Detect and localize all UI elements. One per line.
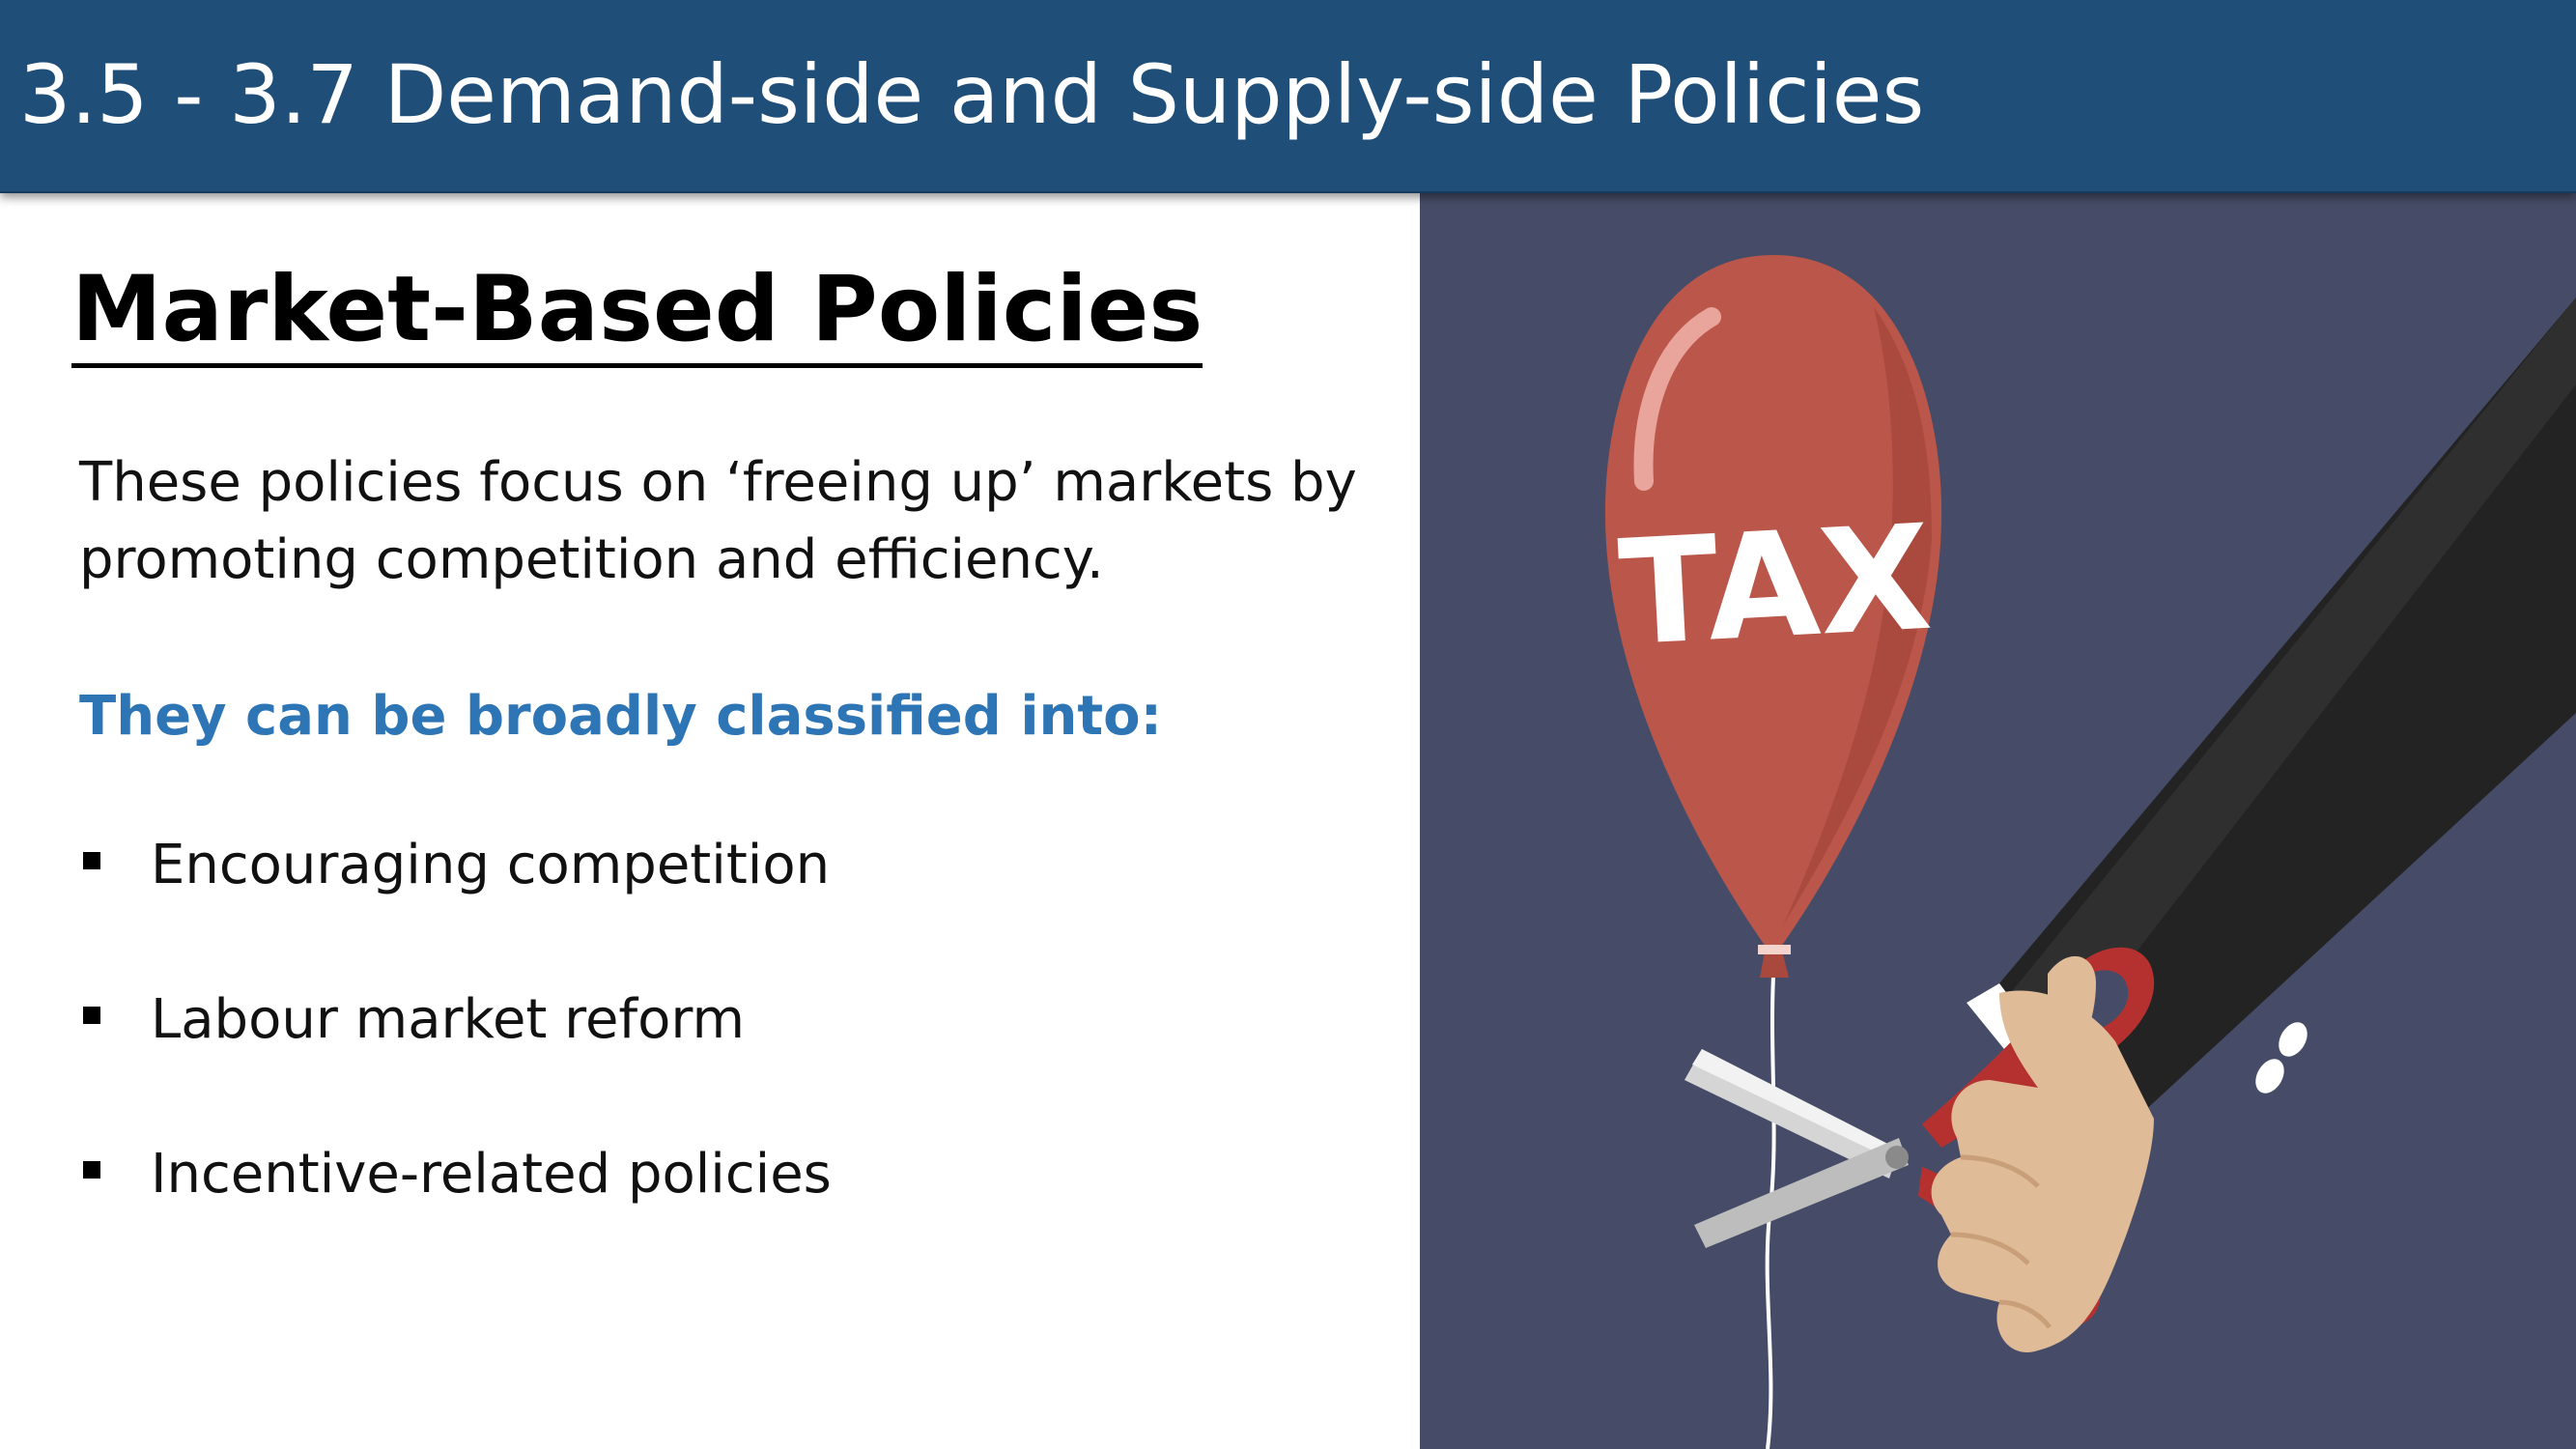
hand-icon (1931, 955, 2154, 1352)
slide-title: 3.5 - 3.7 Demand-side and Supply-side Po… (19, 47, 1925, 142)
intro-line: These policies focus on ‘freeing up’ mar… (79, 451, 1357, 514)
list-item-label: Incentive-related policies (151, 1143, 832, 1206)
balloon-label: TAX (1615, 495, 1935, 679)
title-bar: 3.5 - 3.7 Demand-side and Supply-side Po… (0, 0, 2576, 193)
intro-paragraph: These policies focus on ‘freeing up’ mar… (79, 444, 1393, 599)
square-bullet-icon (83, 1007, 100, 1024)
tax-balloon-illustration: TAX (1420, 191, 2576, 1449)
content-panel: Market-Based Policies These policies foc… (0, 191, 1420, 1449)
balloon-icon (1604, 255, 1942, 978)
intro-line: promoting competition and efficiency. (79, 528, 1104, 591)
square-bullet-icon (83, 1161, 100, 1179)
section-heading: Market-Based Policies (71, 257, 1203, 368)
list-item-label: Encouraging competition (151, 834, 831, 896)
square-bullet-icon (83, 852, 100, 869)
list-item-label: Labour market reform (151, 988, 745, 1051)
classification-label: They can be broadly classified into: (79, 685, 1163, 748)
